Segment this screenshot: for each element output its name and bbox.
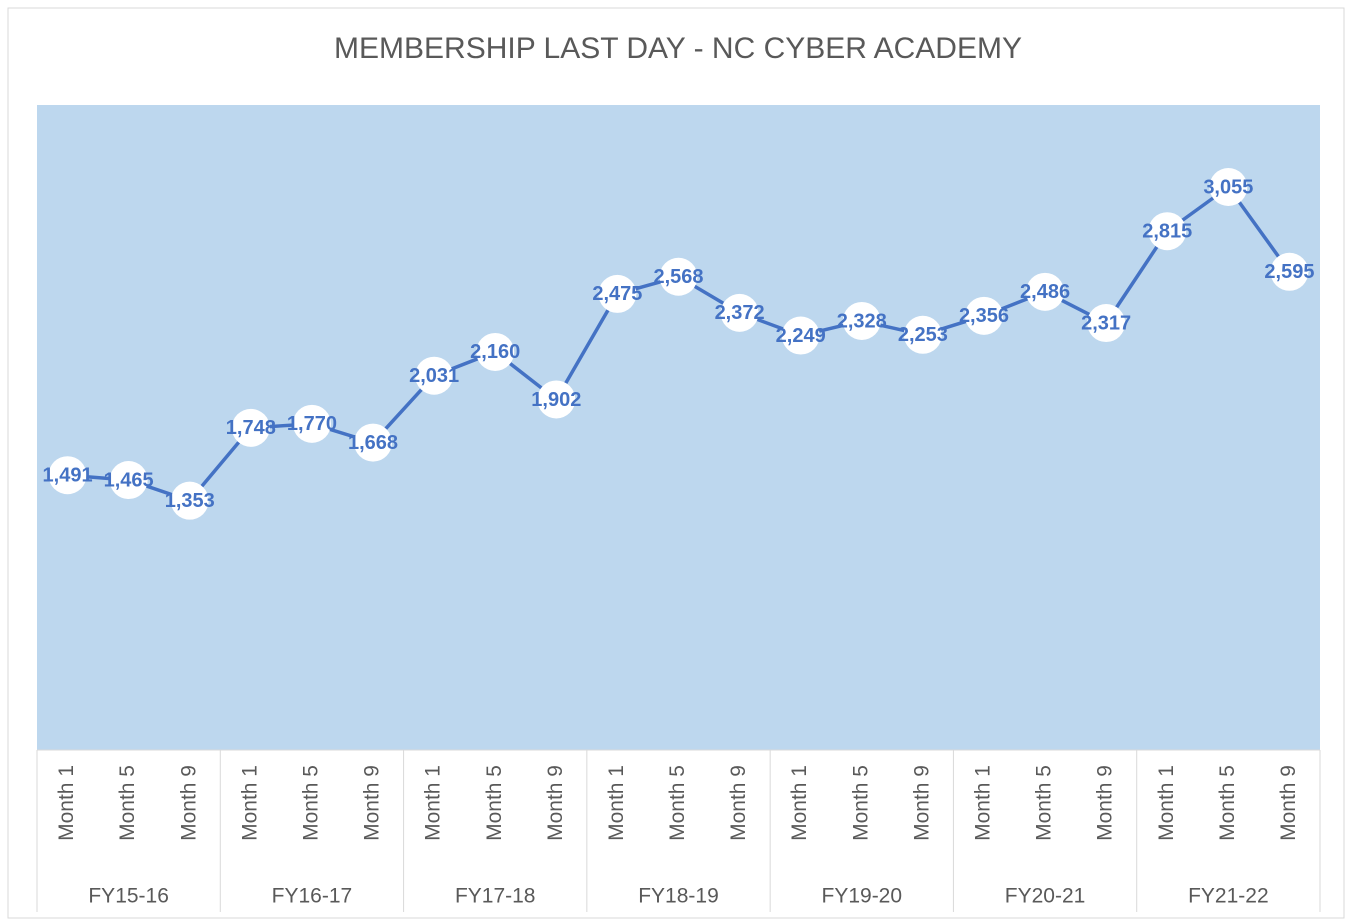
x-tick-label: Month 9: [361, 765, 384, 841]
data-point: [537, 380, 576, 419]
data-label: 2,249: [776, 325, 826, 347]
data-label: 1,770: [287, 413, 337, 435]
data-point: [231, 408, 270, 447]
data-label: 2,253: [898, 324, 948, 346]
x-group-label: FY20-21: [1005, 885, 1086, 908]
data-point: [476, 332, 515, 371]
x-tick-label: Month 5: [483, 765, 506, 841]
x-tick-label: Month 1: [238, 765, 261, 841]
x-group-label: FY16-17: [272, 885, 353, 908]
x-tick-label: Month 1: [972, 765, 995, 841]
data-label: 2,372: [715, 302, 765, 324]
data-point: [720, 293, 759, 332]
data-point: [842, 301, 881, 340]
data-label: 3,055: [1203, 176, 1253, 198]
data-label: 1,668: [348, 432, 398, 454]
x-group-label: FY21-22: [1188, 885, 1269, 908]
data-point: [1270, 252, 1309, 291]
data-label: 2,568: [653, 266, 703, 288]
data-point: [170, 481, 209, 520]
data-label: 1,465: [104, 469, 154, 491]
data-point: [1026, 272, 1065, 311]
data-point: [598, 274, 637, 313]
data-point: [109, 461, 148, 500]
x-group-label: FY15-16: [88, 885, 169, 908]
x-tick-label: Month 9: [177, 765, 200, 841]
data-point: [292, 404, 331, 443]
data-label: 2,486: [1020, 281, 1070, 303]
data-label: 1,353: [165, 490, 215, 512]
data-label: 1,491: [43, 465, 93, 487]
data-label: 2,475: [592, 283, 642, 305]
data-point: [415, 356, 454, 395]
x-group-label: FY18-19: [638, 885, 719, 908]
x-tick-label: Month 9: [544, 765, 567, 841]
data-label: 2,317: [1081, 312, 1131, 334]
data-label: 2,815: [1142, 221, 1192, 243]
data-point: [964, 296, 1003, 335]
chart-title: MEMBERSHIP LAST DAY - NC CYBER ACADEMY: [334, 32, 1022, 65]
x-tick-label: Month 5: [1216, 765, 1239, 841]
x-tick-label: Month 5: [666, 765, 689, 841]
data-label: 2,160: [470, 341, 520, 363]
x-tick-label: Month 1: [1155, 765, 1178, 841]
x-tick-label: Month 1: [788, 765, 811, 841]
x-tick-label: Month 5: [849, 765, 872, 841]
x-tick-label: Month 1: [422, 765, 445, 841]
x-tick-label: Month 5: [299, 765, 322, 841]
data-label: 2,356: [959, 305, 1009, 327]
data-point: [1087, 304, 1126, 343]
x-tick-label: Month 9: [1094, 765, 1117, 841]
data-point: [781, 316, 820, 355]
x-tick-label: Month 9: [727, 765, 750, 841]
data-label: 1,748: [226, 417, 276, 439]
data-label: 1,902: [531, 389, 581, 411]
x-tick-label: Month 1: [55, 765, 78, 841]
x-tick-label: Month 9: [1277, 765, 1300, 841]
data-label: 2,031: [409, 365, 459, 387]
x-tick-label: Month 5: [116, 765, 139, 841]
x-group-label: FY19-20: [822, 885, 903, 908]
data-point: [1148, 212, 1187, 251]
x-group-label: FY17-18: [455, 885, 536, 908]
data-point: [1209, 168, 1248, 207]
data-label: 2,595: [1264, 261, 1314, 283]
x-tick-label: Month 5: [1033, 765, 1056, 841]
data-label: 2,328: [837, 310, 887, 332]
data-point: [48, 456, 87, 495]
data-point: [354, 423, 393, 462]
x-tick-label: Month 1: [605, 765, 628, 841]
data-point: [659, 257, 698, 296]
data-point: [903, 315, 942, 354]
x-tick-label: Month 9: [910, 765, 933, 841]
